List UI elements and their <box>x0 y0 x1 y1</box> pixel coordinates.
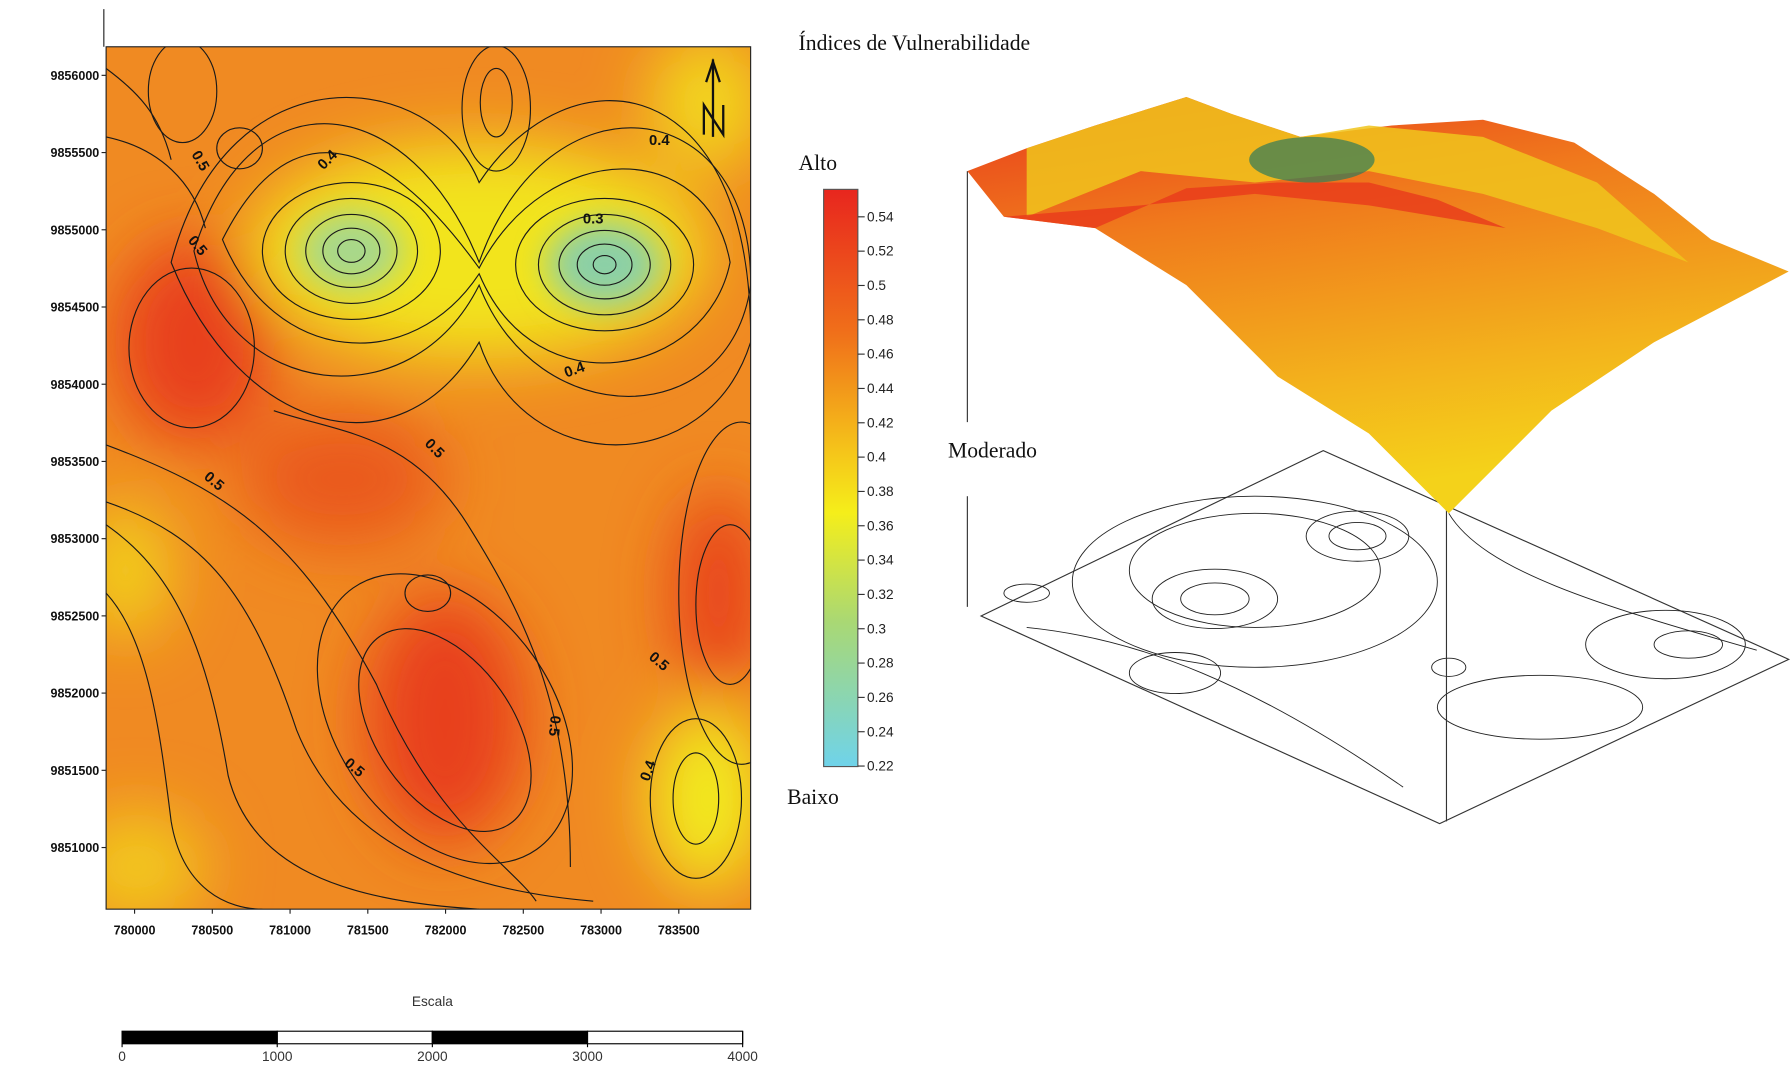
y-tick-label: 9856000 <box>50 69 99 83</box>
colorbar-tick-label: 0.48 <box>867 312 894 327</box>
colorbar-tick-label: 0.32 <box>867 587 894 602</box>
colorbar-high-label: Alto <box>799 151 838 175</box>
y-tick-label: 9854500 <box>50 301 99 315</box>
colorbar-tick-label: 0.22 <box>867 759 894 774</box>
y-tick-label: 9852500 <box>50 609 99 623</box>
y-tick-label: 9853000 <box>50 532 99 546</box>
colorbar-tick-label: 0.42 <box>867 415 894 430</box>
colorbar-tick-label: 0.5 <box>867 278 886 293</box>
colorbar-tick-label: 0.24 <box>867 724 894 739</box>
y-tick-label: 9854000 <box>50 378 99 392</box>
scale-segment <box>588 1031 743 1044</box>
colorbar-low-label: Baixo <box>787 785 839 809</box>
scale-tick-label: 0 <box>118 1049 126 1064</box>
colorbar-tick-label: 0.46 <box>867 347 894 362</box>
colorbar <box>824 189 858 766</box>
colorbar-tick-label: 0.44 <box>867 381 894 396</box>
contour-label: 0.5 <box>545 715 563 737</box>
colorbar-tick-label: 0.4 <box>867 450 886 465</box>
scale-tick-label: 1000 <box>262 1049 293 1064</box>
surface-3d <box>945 97 1789 824</box>
x-tick-label: 783000 <box>580 923 622 937</box>
x-tick-label: 781500 <box>347 923 389 937</box>
colorbar-tick-label: 0.26 <box>867 690 894 705</box>
figure-title: Índices de Vulnerabilidade <box>799 31 1031 55</box>
y-tick-label: 9855500 <box>50 146 99 160</box>
x-tick-label: 781000 <box>269 923 311 937</box>
map-surface <box>68 34 804 924</box>
x-tick-label: 783500 <box>658 923 700 937</box>
scale-tick-label: 2000 <box>417 1049 448 1064</box>
colorbar-tick-label: 0.28 <box>867 656 894 671</box>
y-tick-label: 9852000 <box>50 687 99 701</box>
colorbar-tick-label: 0.54 <box>867 209 894 224</box>
x-tick-label: 780000 <box>114 923 156 937</box>
contour-label: 0.3 <box>583 212 604 228</box>
y-tick-label: 9853500 <box>50 455 99 469</box>
scale-segment <box>432 1031 587 1044</box>
x-tick-label: 782500 <box>502 923 544 937</box>
scale-segment <box>122 1031 277 1044</box>
x-tick-label: 782000 <box>425 923 467 937</box>
colorbar-tick-label: 0.36 <box>867 518 894 533</box>
colorbar-tick-label: 0.3 <box>867 621 886 636</box>
scale-title: Escala <box>412 994 453 1009</box>
y-tick-label: 9855000 <box>50 223 99 237</box>
moderate-label: Moderado <box>948 438 1037 462</box>
colorbar-tick-label: 0.34 <box>867 553 894 568</box>
scale-segment <box>277 1031 432 1044</box>
y-tick-label: 9851000 <box>50 841 99 855</box>
figure: Índices de Vulnerabilidade Alto Baixo Mo… <box>0 0 1791 1070</box>
contour-label: 0.4 <box>649 133 670 149</box>
scale-tick-label: 4000 <box>727 1049 758 1064</box>
scale-bar: 0 1000 2000 3000 4000 <box>118 1031 758 1064</box>
y-tick-label: 9851500 <box>50 764 99 778</box>
colorbar-tick-label: 0.52 <box>867 244 894 259</box>
x-tick-label: 780500 <box>191 923 233 937</box>
colorbar-tick-label: 0.38 <box>867 484 894 499</box>
scale-tick-label: 3000 <box>572 1049 603 1064</box>
